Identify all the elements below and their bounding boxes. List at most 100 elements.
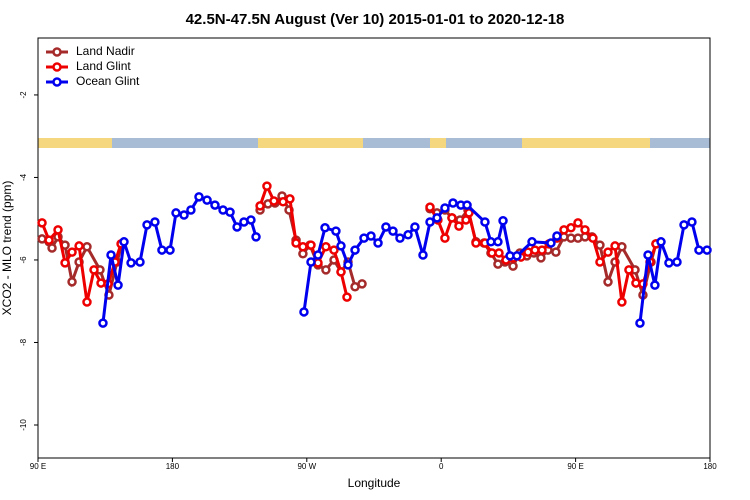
x-tick-label: 90 E	[567, 462, 583, 471]
data-point	[194, 192, 204, 202]
data-point	[47, 243, 57, 253]
land-band	[522, 138, 650, 148]
x-tick-label: 90 E	[30, 462, 46, 471]
y-tick-label: -2	[19, 91, 28, 99]
data-point	[388, 226, 398, 236]
data-point	[603, 247, 613, 257]
land-mask-strip	[38, 138, 710, 148]
data-point	[331, 226, 341, 236]
data-point	[595, 257, 605, 267]
land-band	[38, 138, 112, 148]
data-point	[150, 217, 160, 227]
data-point	[329, 245, 339, 255]
data-point	[508, 261, 518, 271]
data-point	[498, 216, 508, 226]
data-point	[448, 198, 458, 208]
data-point	[440, 203, 450, 213]
series	[98, 192, 712, 328]
data-point	[179, 210, 189, 220]
data-point	[119, 237, 129, 247]
y-tick-label: -4	[19, 173, 28, 181]
data-point	[60, 258, 70, 268]
data-point	[142, 220, 152, 230]
data-point	[255, 201, 265, 211]
data-point	[321, 265, 331, 275]
data-point	[536, 253, 546, 263]
data-point	[82, 297, 92, 307]
data-point	[89, 265, 99, 275]
y-axis-label: XCO2 - MLO trend (ppm)	[0, 181, 14, 316]
data-point	[262, 181, 272, 191]
data-point	[126, 258, 136, 268]
data-point	[171, 208, 181, 218]
data-point	[624, 265, 634, 275]
data-point	[321, 242, 331, 252]
data-point	[403, 230, 413, 240]
data-point	[285, 194, 295, 204]
data-point	[336, 241, 346, 251]
x-tick-label: 180	[166, 462, 180, 471]
data-point	[462, 200, 472, 210]
legend-label: Land Nadir	[76, 44, 135, 58]
legend-marker	[52, 77, 62, 87]
y-tick-label: -6	[19, 256, 28, 264]
data-point	[157, 245, 167, 255]
data-point	[395, 233, 405, 243]
data-point	[664, 258, 674, 268]
data-point	[650, 280, 660, 290]
data-point	[37, 218, 47, 228]
data-point	[471, 238, 481, 248]
x-tick-label: 0	[439, 462, 444, 471]
data-point	[82, 242, 92, 252]
data-point	[410, 222, 420, 232]
data-point	[232, 222, 242, 232]
data-point	[702, 245, 712, 255]
data-point	[551, 247, 561, 257]
legend-marker	[52, 62, 62, 72]
data-point	[672, 257, 682, 267]
x-axis-label: Longitude	[348, 476, 401, 490]
data-point	[67, 247, 77, 257]
chart-title: 42.5N-47.5N August (Ver 10) 2015-01-01 t…	[186, 11, 565, 28]
data-point	[67, 277, 77, 287]
data-point	[425, 217, 435, 227]
data-point	[350, 245, 360, 255]
data-point	[246, 215, 256, 225]
data-point	[418, 250, 428, 260]
data-point	[617, 297, 627, 307]
data-point	[342, 292, 352, 302]
series	[37, 191, 661, 301]
series-line	[638, 220, 708, 324]
data-point	[313, 250, 323, 260]
data-point	[679, 220, 689, 230]
data-point	[464, 208, 474, 218]
data-point	[440, 233, 450, 243]
data-point	[135, 257, 145, 267]
data-point	[381, 222, 391, 232]
data-point	[74, 241, 84, 251]
data-point	[210, 200, 220, 210]
data-point	[357, 279, 367, 289]
data-point	[306, 240, 316, 250]
land-band	[430, 138, 446, 148]
y-tick-label: -10	[19, 419, 28, 431]
data-point	[687, 217, 697, 227]
data-point	[343, 260, 353, 270]
data-point	[320, 223, 330, 233]
data-point	[566, 223, 576, 233]
data-point	[336, 267, 346, 277]
data-point	[494, 248, 504, 258]
data-point	[573, 218, 583, 228]
data-point	[595, 240, 605, 250]
data-point	[493, 237, 503, 247]
data-point	[106, 250, 116, 260]
data-point	[366, 231, 376, 241]
data-point	[635, 318, 645, 328]
land-band	[258, 138, 363, 148]
x-tick-label: 180	[703, 462, 717, 471]
data-point	[53, 225, 63, 235]
legend-label: Ocean Glint	[76, 74, 140, 88]
data-point	[44, 235, 54, 245]
data-point	[580, 225, 590, 235]
